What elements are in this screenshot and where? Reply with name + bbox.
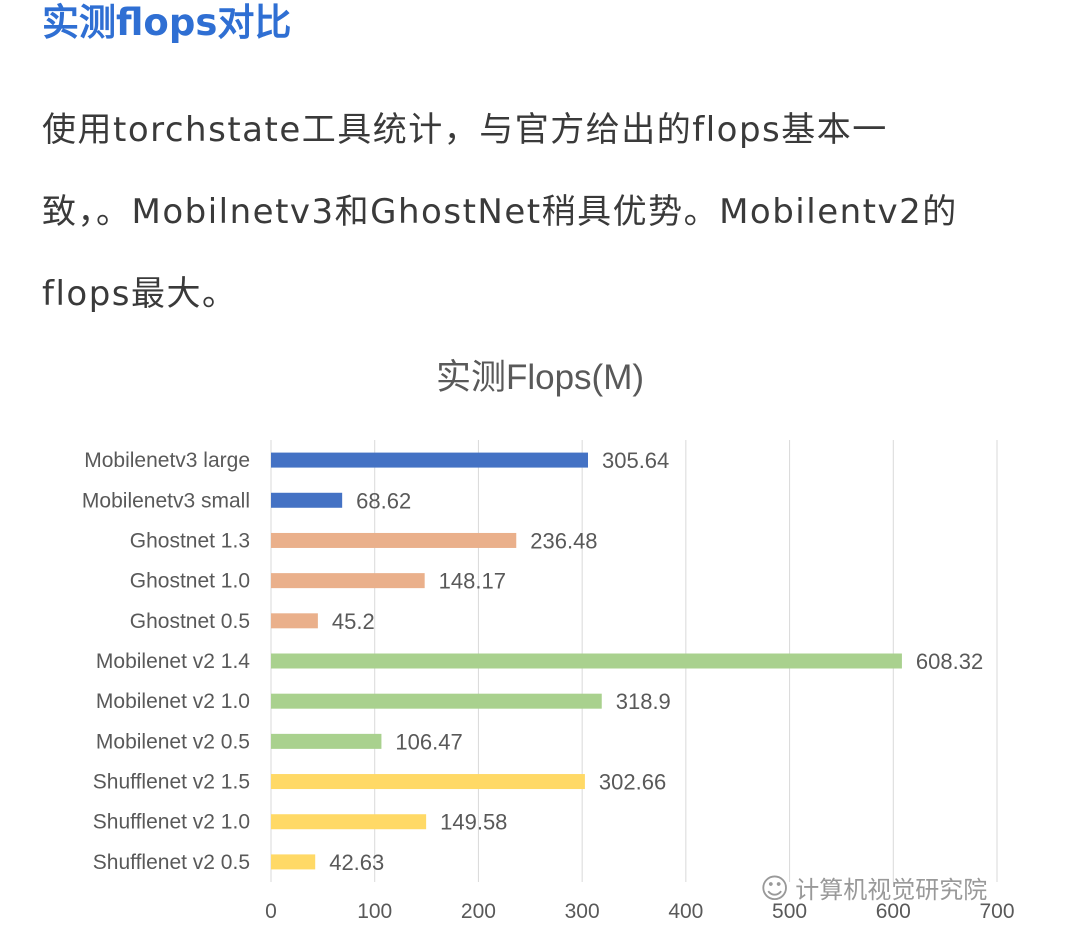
x-tick-label: 300 <box>565 900 600 923</box>
x-tick-label: 400 <box>668 900 703 923</box>
category-label: Mobilenet v2 1.4 <box>96 650 250 673</box>
value-label: 148.17 <box>439 569 506 594</box>
article-paragraph-line-3: flops最大。 <box>42 274 238 314</box>
x-tick-label: 700 <box>979 900 1014 923</box>
value-label: 68.62 <box>356 488 411 513</box>
x-tick-label: 200 <box>461 900 496 923</box>
value-label: 318.9 <box>616 689 671 714</box>
article-paragraph-line-1: 使用torchstate工具统计，与官方给出的flops基本一 <box>42 110 888 150</box>
bar <box>271 854 316 870</box>
category-label: Mobilenet v2 0.5 <box>96 730 250 753</box>
category-label: Mobilenet v2 1.0 <box>96 690 250 713</box>
category-label: Mobilenetv3 small <box>82 489 250 512</box>
chart-title: 实测Flops(M) <box>435 358 645 397</box>
category-label: Ghostnet 0.5 <box>130 610 250 633</box>
watermark-text: 计算机视觉研究院 <box>795 876 988 904</box>
category-label: Shufflenet v2 1.5 <box>93 771 250 794</box>
value-label: 302.66 <box>599 770 666 795</box>
value-label: 42.63 <box>329 850 384 875</box>
wechat-icon: ☺ <box>760 872 790 905</box>
bar <box>271 733 382 749</box>
value-label: 45.2 <box>332 609 375 634</box>
bar <box>271 814 427 830</box>
article-paragraph-line-2: 致，。Mobilnetv3和GhostNet稍具优势。Mobilentv2的 <box>42 192 958 232</box>
bar <box>271 452 588 468</box>
bar <box>271 693 602 709</box>
bar <box>271 532 517 548</box>
category-label: Ghostnet 1.0 <box>130 570 250 593</box>
category-label: Ghostnet 1.3 <box>130 529 250 552</box>
value-label: 608.32 <box>916 649 983 674</box>
value-label: 149.58 <box>440 810 507 835</box>
category-label: Shufflenet v2 0.5 <box>93 851 250 874</box>
category-label: Shufflenet v2 1.0 <box>93 811 250 834</box>
article-heading: 实测flops对比 <box>42 1 292 44</box>
value-label: 236.48 <box>530 528 597 553</box>
x-tick-label: 600 <box>876 900 911 923</box>
bar <box>271 492 343 508</box>
x-tick-label: 500 <box>772 900 807 923</box>
value-label: 305.64 <box>602 448 669 473</box>
value-label: 106.47 <box>395 729 462 754</box>
category-label: Mobilenetv3 large <box>84 449 250 472</box>
bar <box>271 774 585 790</box>
x-tick-label: 100 <box>357 900 392 923</box>
watermark: ☺ 计算机视觉研究院 <box>760 870 987 905</box>
bar <box>271 653 902 669</box>
x-tick-label: 0 <box>265 900 277 923</box>
bar <box>271 613 318 629</box>
bar <box>271 573 425 589</box>
